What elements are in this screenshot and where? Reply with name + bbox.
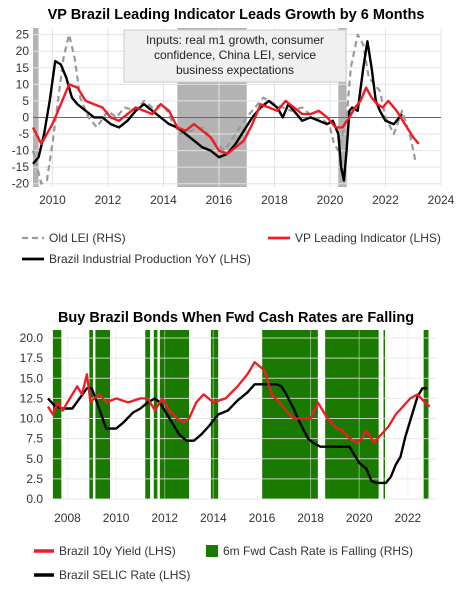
y-tick-label: -20	[12, 177, 30, 191]
y-tick-label: 5.0	[26, 452, 43, 466]
falling-period-bar	[210, 330, 219, 499]
chart-leading-indicator: VP Brazil Leading Indicator Leads Growth…	[0, 0, 472, 290]
y-tick-label: 5	[22, 94, 29, 108]
x-tick-label: 2008	[54, 511, 81, 525]
x-tick-label: 2010	[103, 511, 130, 525]
legend-label: VP Leading Indicator (LHS)	[295, 231, 441, 245]
y-tick-label: 15.0	[20, 371, 44, 385]
x-tick-label: 2014	[150, 193, 177, 207]
y-tick-label: 17.5	[20, 351, 44, 365]
y-tick-label: 20.0	[20, 331, 44, 345]
chart-title: Buy Brazil Bonds When Fwd Cash Rates are…	[58, 310, 414, 326]
y-tick-label: -10	[12, 144, 30, 158]
falling-period-bar	[325, 330, 379, 499]
legend-label: Old LEI (RHS)	[49, 231, 126, 245]
shaded-period	[338, 28, 347, 187]
series-line-industrial-production	[32, 40, 404, 182]
x-tick-label: 2012	[151, 511, 178, 525]
x-tick-label: 2018	[297, 511, 324, 525]
series-line-old-lei	[31, 33, 418, 185]
falling-period-bar	[153, 330, 158, 499]
shaded-period	[33, 28, 39, 187]
falling-period-bar	[423, 330, 429, 499]
series-line-brazil-selic-rate	[47, 383, 428, 485]
chart-leading-indicator-svg: VP Brazil Leading Indicator Leads Growth…	[12, 7, 455, 266]
falling-period-bar	[145, 330, 151, 499]
x-tick-label: 2010	[39, 193, 66, 207]
x-tick-label: 2024	[428, 193, 455, 207]
x-tick-label: 2012	[95, 193, 122, 207]
y-tick-label: -5	[18, 127, 29, 141]
falling-period-bar	[95, 330, 110, 499]
x-tick-label: 2022	[394, 511, 421, 525]
series-line-brazil-10y-yield	[47, 361, 431, 444]
annotation-box	[123, 29, 347, 83]
legend-label: 6m Fwd Cash Rate is Falling (RHS)	[223, 544, 413, 558]
y-tick-label: 10.0	[20, 412, 44, 426]
annotation-text: Inputs: real m1 growth, consumer	[146, 33, 324, 47]
y-tick-label: 15	[16, 61, 30, 75]
x-tick-label: 2016	[206, 193, 233, 207]
falling-period-bar	[89, 330, 93, 499]
chart-brazil-bonds: Buy Brazil Bonds When Fwd Cash Rates are…	[0, 300, 472, 585]
y-tick-label: 12.5	[20, 391, 44, 405]
y-tick-label: 20	[16, 44, 30, 58]
legend-label: Brazil Industrial Production YoY (LHS)	[49, 252, 251, 266]
y-tick-label: 7.5	[26, 432, 43, 446]
x-tick-label: 2018	[261, 193, 288, 207]
legend-label: Brazil SELIC Rate (LHS)	[59, 568, 190, 582]
falling-period-bar	[383, 330, 386, 499]
y-tick-label: 0	[22, 110, 29, 124]
x-tick-label: 2022	[372, 193, 399, 207]
x-tick-label: 2014	[200, 511, 227, 525]
annotation-text: confidence, China LEI, service	[154, 48, 316, 62]
x-tick-label: 2020	[317, 193, 344, 207]
y-tick-label: -15	[12, 160, 30, 174]
legend-label: Brazil 10y Yield (LHS)	[59, 544, 176, 558]
y-tick-label: 25	[16, 28, 30, 42]
legend-swatch-falling-period	[206, 545, 218, 557]
chart-brazil-bonds-svg: Buy Brazil Bonds When Fwd Cash Rates are…	[20, 310, 437, 582]
falling-period-bar	[52, 330, 62, 499]
y-tick-label: 2.5	[26, 472, 43, 486]
x-tick-label: 2016	[249, 511, 276, 525]
y-tick-label: 0.0	[26, 492, 43, 506]
x-tick-label: 2020	[346, 511, 373, 525]
series-line-vp-leading-indicator	[31, 83, 420, 156]
chart-title: VP Brazil Leading Indicator Leads Growth…	[48, 7, 425, 23]
y-tick-label: 10	[16, 77, 30, 91]
annotation-text: business expectations	[176, 63, 294, 77]
